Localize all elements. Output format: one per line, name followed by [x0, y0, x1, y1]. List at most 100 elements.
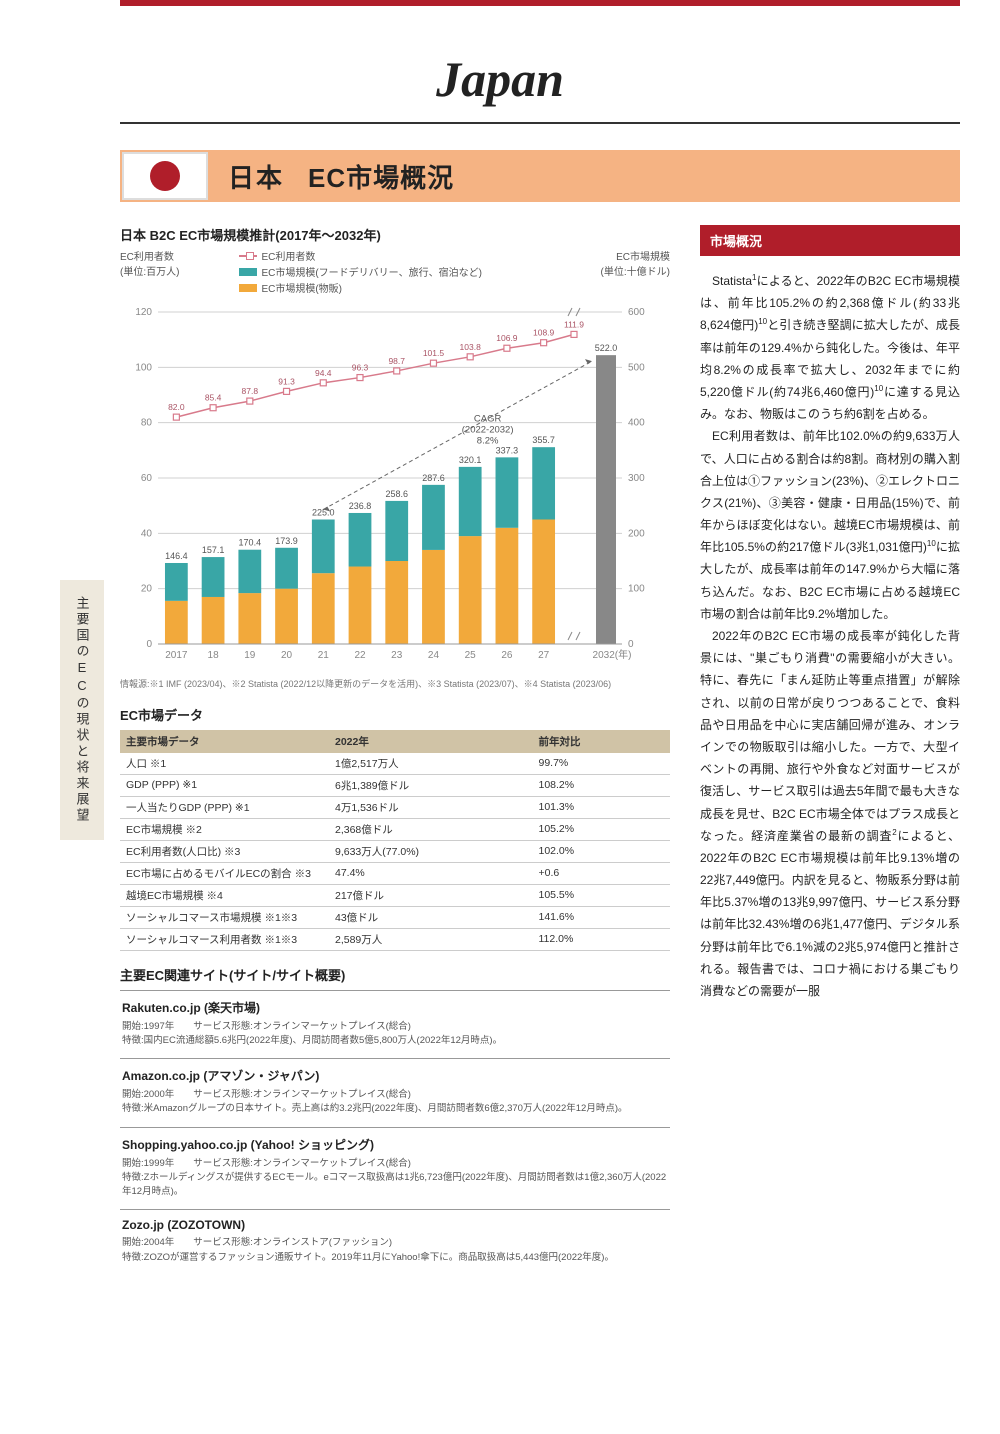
- svg-text:0: 0: [628, 639, 634, 650]
- svg-text:87.8: 87.8: [242, 386, 259, 396]
- chart-footnote: 情報源:※1 IMF (2023/04)、※2 Statista (2022/1…: [120, 678, 670, 691]
- svg-text:0: 0: [146, 639, 152, 650]
- site-title: Amazon.co.jp (アマゾン・ジャパン): [122, 1067, 668, 1084]
- site-block: Shopping.yahoo.co.jp (Yahoo! ショッピング) 開始:1…: [120, 1127, 670, 1210]
- svg-text:320.1: 320.1: [459, 455, 482, 465]
- table-col: 主要市場データ: [120, 730, 329, 753]
- svg-text:500: 500: [628, 362, 645, 373]
- svg-text:94.4: 94.4: [315, 368, 332, 378]
- paragraph: Statista1によると、2022年のB2C EC市場規模は、前年比105.2…: [700, 270, 960, 425]
- svg-text:40: 40: [141, 528, 153, 539]
- site-block: Rakuten.co.jp (楽天市場)開始:1997年 サービス形態:オンライ…: [120, 990, 670, 1059]
- site-block: Amazon.co.jp (アマゾン・ジャパン) 開始:2000年 サービス形態:…: [120, 1058, 670, 1127]
- svg-text:2032(年): 2032(年): [593, 648, 632, 661]
- table-row: ソーシャルコマース市場規模 ※1※343億ドル141.6%: [120, 906, 670, 928]
- right-column: 市場概況 Statista1によると、2022年のB2C EC市場規模は、前年比…: [700, 225, 960, 1002]
- svg-text:200: 200: [628, 528, 645, 539]
- svg-text:20: 20: [141, 584, 153, 595]
- svg-text:300: 300: [628, 473, 645, 484]
- svg-text:600: 600: [628, 307, 645, 318]
- svg-text:287.6: 287.6: [422, 473, 445, 483]
- svg-text:19: 19: [244, 650, 256, 661]
- svg-text:80: 80: [141, 418, 153, 429]
- svg-text:82.0: 82.0: [168, 402, 185, 412]
- table-row: GDP (PPP) ※16兆1,389億ドル108.2%: [120, 774, 670, 796]
- svg-text:157.1: 157.1: [202, 545, 225, 555]
- svg-text:108.9: 108.9: [533, 328, 555, 338]
- svg-text:60: 60: [141, 473, 153, 484]
- svg-text:146.4: 146.4: [165, 551, 188, 561]
- svg-text:85.4: 85.4: [205, 393, 222, 403]
- legend-sq-goods-icon: [239, 284, 257, 292]
- svg-text:400: 400: [628, 418, 645, 429]
- header-country: 日本: [228, 158, 284, 195]
- svg-text:173.9: 173.9: [275, 536, 298, 546]
- svg-text:98.7: 98.7: [388, 356, 405, 366]
- table-row: ソーシャルコマース利用者数 ※1※32,589万人112.0%: [120, 928, 670, 950]
- chart-box: 0204060801001200100200300400500600146.42…: [120, 302, 670, 672]
- table-row: 人口 ※11億2,517万人99.7%: [120, 753, 670, 775]
- svg-text:CAGR: CAGR: [474, 413, 502, 424]
- paragraph: EC利用者数は、前年比102.0%の約9,633万人で、人口に占める割合は約8割…: [700, 425, 960, 625]
- table-col: 2022年: [329, 730, 533, 753]
- site-title: Shopping.yahoo.co.jp (Yahoo! ショッピング): [122, 1136, 668, 1153]
- right-axis-label: EC市場規模: [616, 252, 670, 263]
- side-tab: 主要国のECの現状と将来展望: [60, 580, 104, 840]
- svg-text:2017: 2017: [165, 650, 188, 661]
- svg-text:(2022-2032): (2022-2032): [462, 424, 514, 435]
- svg-text:8.2%: 8.2%: [477, 435, 499, 446]
- svg-text:26: 26: [501, 650, 513, 661]
- table-row: EC市場に占めるモバイルECの割合 ※347.4%+0.6: [120, 862, 670, 884]
- site-meta: 開始:2004年 サービス形態:オンラインストア(ファッション)特徴:ZOZOが…: [122, 1236, 668, 1265]
- flag-japan: [122, 152, 208, 200]
- table-row: EC利用者数(人口比) ※39,633万人(77.0%)102.0%: [120, 840, 670, 862]
- right-body: Statista1によると、2022年のB2C EC市場規模は、前年比105.2…: [700, 270, 960, 1002]
- left-axis-label: EC利用者数: [120, 248, 179, 263]
- svg-text:236.8: 236.8: [349, 501, 372, 511]
- site-meta: 開始:2000年 サービス形態:オンラインマーケットプレイス(総合)特徴:米Am…: [122, 1088, 668, 1117]
- legend-line-icon: [239, 255, 257, 257]
- market-table-heading: EC市場データ: [120, 705, 670, 724]
- site-title: Zozo.jp (ZOZOTOWN): [122, 1218, 668, 1232]
- right-heading: 市場概況: [700, 225, 960, 256]
- svg-text:101.5: 101.5: [423, 348, 445, 358]
- paragraph: 2022年のB2C EC市場の成長率が鈍化した背景には、"巣ごもり消費"の需要縮…: [700, 625, 960, 1002]
- svg-text:22: 22: [354, 650, 366, 661]
- svg-text:91.3: 91.3: [278, 376, 295, 386]
- left-column: 日本 B2C EC市場規模推計(2017年〜2032年) EC利用者数 (単位:…: [120, 225, 670, 1275]
- table-row: 越境EC市場規模 ※4217億ドル105.5%: [120, 884, 670, 906]
- svg-text:100: 100: [628, 584, 645, 595]
- chart-title: 日本 B2C EC市場規模推計(2017年〜2032年): [120, 225, 670, 244]
- market-table: 主要市場データ2022年前年対比 人口 ※11億2,517万人99.7%GDP …: [120, 730, 670, 951]
- top-bar: [120, 0, 960, 6]
- svg-text:103.8: 103.8: [460, 342, 482, 352]
- sites-container: Rakuten.co.jp (楽天市場)開始:1997年 サービス形態:オンライ…: [120, 990, 670, 1275]
- chart-svg: 0204060801001200100200300400500600146.42…: [120, 302, 670, 672]
- legend-food: EC市場規模(フードデリバリー、旅行、宿泊など): [261, 264, 481, 279]
- table-row: EC市場規模 ※22,368億ドル105.2%: [120, 818, 670, 840]
- title-underline: [120, 122, 960, 124]
- site-meta: 開始:1999年 サービス形態:オンラインマーケットプレイス(総合)特徴:Zホー…: [122, 1157, 668, 1200]
- svg-text:106.9: 106.9: [496, 333, 518, 343]
- site-meta: 開始:1997年 サービス形態:オンラインマーケットプレイス(総合)特徴:国内E…: [122, 1020, 668, 1049]
- right-axis-unit: (単位:十億ドル): [601, 267, 670, 278]
- svg-text:337.3: 337.3: [496, 445, 519, 455]
- svg-text:96.3: 96.3: [352, 363, 369, 373]
- legend-sq-food-icon: [239, 268, 257, 276]
- svg-text:355.7: 355.7: [532, 435, 555, 445]
- table-row: 一人当たりGDP (PPP) ※14万1,536ドル101.3%: [120, 796, 670, 818]
- header-subtitle: EC市場概況: [308, 158, 454, 195]
- svg-text:21: 21: [318, 650, 330, 661]
- svg-text:23: 23: [391, 650, 403, 661]
- svg-text:120: 120: [135, 307, 152, 318]
- svg-text:24: 24: [428, 650, 440, 661]
- table-col: 前年対比: [533, 730, 671, 753]
- sites-heading: 主要EC関連サイト(サイト/サイト概要): [120, 965, 670, 984]
- svg-text:111.9: 111.9: [564, 319, 584, 329]
- svg-text:25: 25: [465, 650, 477, 661]
- flag-circle: [150, 161, 180, 191]
- svg-text:522.0: 522.0: [595, 343, 618, 353]
- svg-text:170.4: 170.4: [239, 538, 262, 548]
- header-band: 日本 EC市場概況: [120, 150, 960, 202]
- chart-legend: EC利用者数 (単位:百万人) EC利用者数 EC市場規模(フードデリバリー、旅…: [120, 248, 670, 296]
